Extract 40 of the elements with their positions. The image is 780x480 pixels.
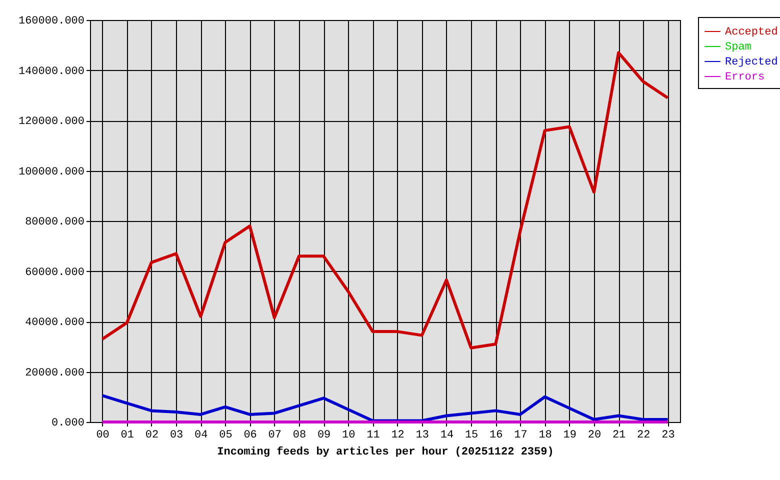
y-tick-label: 120000.000 xyxy=(18,116,84,128)
x-tick-label: 06 xyxy=(244,430,257,442)
y-tick-label: 60000.000 xyxy=(25,266,84,279)
x-tick-label: 17 xyxy=(514,430,528,442)
x-tick-label: 11 xyxy=(366,430,380,442)
x-tick-label: 02 xyxy=(145,430,159,442)
x-tick-label: 05 xyxy=(219,430,232,442)
x-tick-label: 14 xyxy=(440,430,454,442)
legend-label: Accepted xyxy=(725,26,778,38)
x-tick-label: 19 xyxy=(563,430,576,442)
line-series xyxy=(100,51,670,350)
legend-label: Errors xyxy=(725,72,765,84)
x-tick-label: 10 xyxy=(342,430,356,442)
x-tick-label: 00 xyxy=(96,430,110,442)
x-tick-label: 22 xyxy=(637,430,650,442)
x-tick-label: 23 xyxy=(662,430,675,442)
y-tick-label: 80000.000 xyxy=(25,216,84,228)
y-tick-label: 160000.000 xyxy=(18,16,84,28)
y-tick-label: 20000.000 xyxy=(25,367,84,380)
x-tick-label: 03 xyxy=(170,430,184,442)
line-series xyxy=(100,394,670,422)
x-tick-label: 21 xyxy=(612,430,626,442)
x-axis-title: Incoming feeds by articles per hour (20251122 2359) xyxy=(217,446,554,458)
y-tick-label: 100000.000 xyxy=(18,166,84,178)
y-tick-label: 0.000 xyxy=(51,418,84,430)
x-tick-label: 18 xyxy=(538,430,552,442)
y-tick-label: 40000.000 xyxy=(25,317,84,329)
x-tick-label: 13 xyxy=(416,430,429,442)
x-tick-label: 09 xyxy=(317,430,331,442)
legend-label: Rejected xyxy=(725,56,778,68)
x-tick-label: 12 xyxy=(391,430,404,442)
y-tick-label: 140000.000 xyxy=(18,66,84,78)
x-tick-label: 04 xyxy=(194,430,208,442)
x-tick-label: 20 xyxy=(588,430,602,442)
legend-label: Spam xyxy=(725,42,752,54)
x-tick-label: 15 xyxy=(464,430,478,442)
x-tick-label: 08 xyxy=(292,430,306,442)
x-tick-label: 01 xyxy=(120,430,134,442)
x-tick-label: 07 xyxy=(268,430,282,442)
x-tick-label: 16 xyxy=(490,430,503,442)
